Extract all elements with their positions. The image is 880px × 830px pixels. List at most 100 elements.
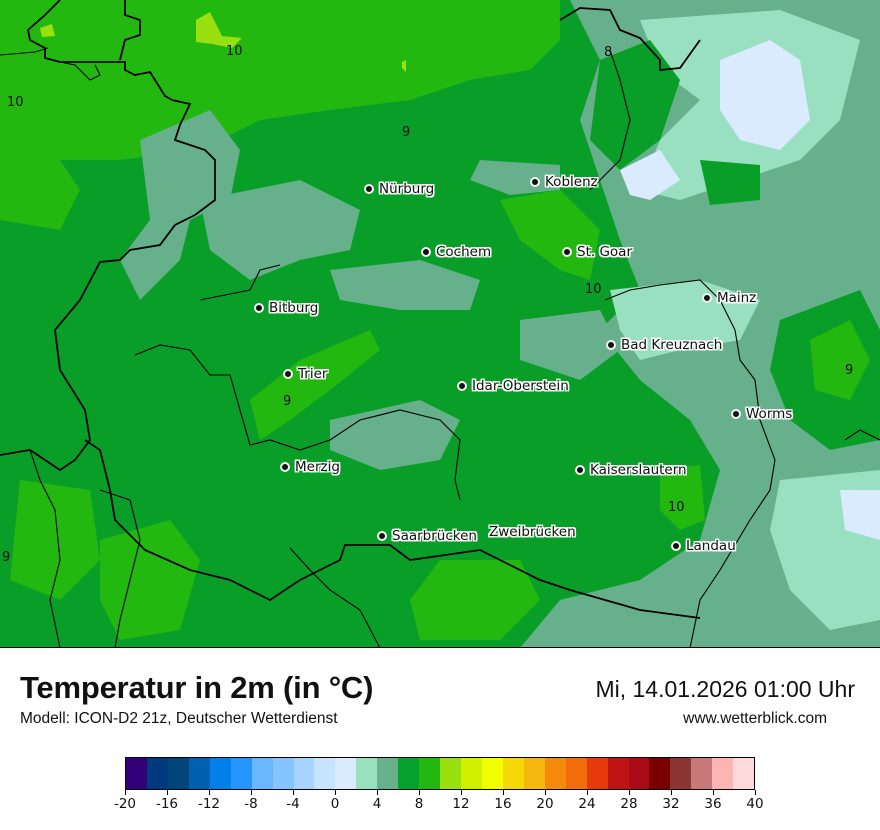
- colorbar-segment: [440, 758, 461, 789]
- city-dot-icon: [731, 409, 741, 419]
- colorbar-segment: [419, 758, 441, 789]
- tick-mark: [754, 790, 756, 795]
- tick-mark: [712, 790, 714, 795]
- tick-label: -4: [286, 796, 300, 812]
- colorbar-segment: [356, 758, 378, 789]
- tick-mark: [502, 790, 504, 795]
- city-dot-icon: [575, 465, 585, 475]
- city-dot-icon: [457, 381, 467, 391]
- city-label: Merzig: [295, 459, 340, 475]
- city-label: Saarbrücken: [392, 528, 477, 544]
- colorbar-segment: [146, 758, 168, 789]
- city-dot-icon: [562, 247, 572, 257]
- isotherm-label: 10: [668, 500, 685, 515]
- city-label-zweibruecken: Zweibrücken: [489, 524, 576, 540]
- tick-mark: [208, 790, 210, 795]
- chart-title: Temperatur in 2m (in °C): [20, 670, 374, 705]
- colorbar-segment: [293, 758, 315, 789]
- city-marker-koblenz: Koblenz: [530, 174, 598, 190]
- colorbar-segment: [126, 758, 147, 789]
- city-label: Kaiserslautern: [590, 462, 687, 478]
- city-label: Mainz: [717, 290, 757, 306]
- city-marker-bitburg: Bitburg: [254, 300, 318, 316]
- colorbar-segment: [712, 758, 734, 789]
- isotherm-label: 10: [585, 282, 602, 297]
- city-dot-icon: [364, 184, 374, 194]
- city-marker-kaiserslautern: Kaiserslautern: [575, 462, 687, 478]
- model-subtitle: Modell: ICON-D2 21z, Deutscher Wetterdie…: [20, 710, 338, 727]
- colorbar-segment: [502, 758, 524, 789]
- colorbar-segment: [398, 758, 420, 789]
- tick-label: 36: [704, 796, 722, 812]
- tick-mark: [460, 790, 462, 795]
- website-link[interactable]: www.wetterblick.com: [683, 710, 827, 727]
- city-marker-cochem: Cochem: [421, 244, 491, 260]
- city-label: St. Goar: [577, 244, 632, 260]
- tick-mark: [628, 790, 630, 795]
- city-label: Nürburg: [379, 181, 435, 197]
- city-marker-bad-kreuznach: Bad Kreuznach: [606, 337, 722, 353]
- colorbar-segment: [314, 758, 336, 789]
- tick-mark: [586, 790, 588, 795]
- temperature-map: 10 10 8 9 10 9 9 10 9 Nürburg Koblenz Co…: [0, 0, 880, 648]
- tick-label: 4: [372, 796, 382, 812]
- isotherm-label: 10: [226, 44, 243, 59]
- tick-mark: [334, 790, 336, 795]
- tick-mark: [544, 790, 546, 795]
- isotherm-label: 9: [2, 550, 11, 565]
- tick-mark: [376, 790, 378, 795]
- tick-label: -16: [155, 796, 179, 812]
- colorbar-segment: [565, 758, 587, 789]
- colorbar-segment: [544, 758, 566, 789]
- isotherm-label: 9: [283, 394, 292, 409]
- tick-label: 8: [414, 796, 424, 812]
- city-marker-worms: Worms: [731, 406, 792, 422]
- tick-label: 40: [746, 796, 764, 812]
- tick-mark: [292, 790, 294, 795]
- colorbar-segment: [167, 758, 189, 789]
- city-dot-icon: [530, 177, 540, 187]
- city-marker-nuerburg: Nürburg: [364, 181, 434, 197]
- city-dot-icon: [702, 293, 712, 303]
- city-dot-icon: [280, 462, 290, 472]
- colorbar-segment: [670, 758, 692, 789]
- city-marker-st-goar: St. Goar: [562, 244, 632, 260]
- tick-mark: [670, 790, 672, 795]
- colorbar-segment: [481, 758, 503, 789]
- colorbar-segment: [649, 758, 671, 789]
- tick-label: 0: [330, 796, 340, 812]
- tick-mark: [166, 790, 168, 795]
- tick-label: -12: [197, 796, 221, 812]
- city-dot-icon: [606, 340, 616, 350]
- tick-label: 20: [536, 796, 554, 812]
- isotherm-label: 10: [7, 95, 24, 110]
- colorbar-segment: [335, 758, 357, 789]
- isotherm-label: 9: [845, 363, 854, 378]
- tick-label: 16: [494, 796, 512, 812]
- tick-label: -8: [244, 796, 258, 812]
- city-marker-saarbruecken: Saarbrücken: [377, 528, 477, 544]
- colorbar-segment: [230, 758, 252, 789]
- isotherm-label: 8: [604, 45, 613, 60]
- city-marker-trier: Trier: [283, 366, 327, 382]
- city-marker-landau: Landau: [671, 538, 736, 554]
- colorbar-segment: [272, 758, 294, 789]
- colorbar-segment: [607, 758, 629, 789]
- city-marker-mainz: Mainz: [702, 290, 756, 306]
- city-label: Bad Kreuznach: [621, 337, 723, 353]
- temperature-field: [0, 0, 880, 647]
- tick-label: 32: [662, 796, 680, 812]
- city-label: Koblenz: [545, 174, 598, 190]
- city-label: Cochem: [436, 244, 492, 260]
- colorbar-segment: [733, 758, 755, 789]
- city-label: Idar-Oberstein: [472, 378, 569, 394]
- tick-label: -20: [113, 796, 137, 812]
- city-marker-idar-oberstein: Idar-Oberstein: [457, 378, 569, 394]
- city-dot-icon: [254, 303, 264, 313]
- city-dot-icon: [671, 541, 681, 551]
- city-dot-icon: [421, 247, 431, 257]
- valid-datetime: Mi, 14.01.2026 01:00 Uhr: [595, 676, 855, 702]
- colorbar-segment: [251, 758, 273, 789]
- colorbar-segment: [188, 758, 210, 789]
- tick-label: 28: [620, 796, 638, 812]
